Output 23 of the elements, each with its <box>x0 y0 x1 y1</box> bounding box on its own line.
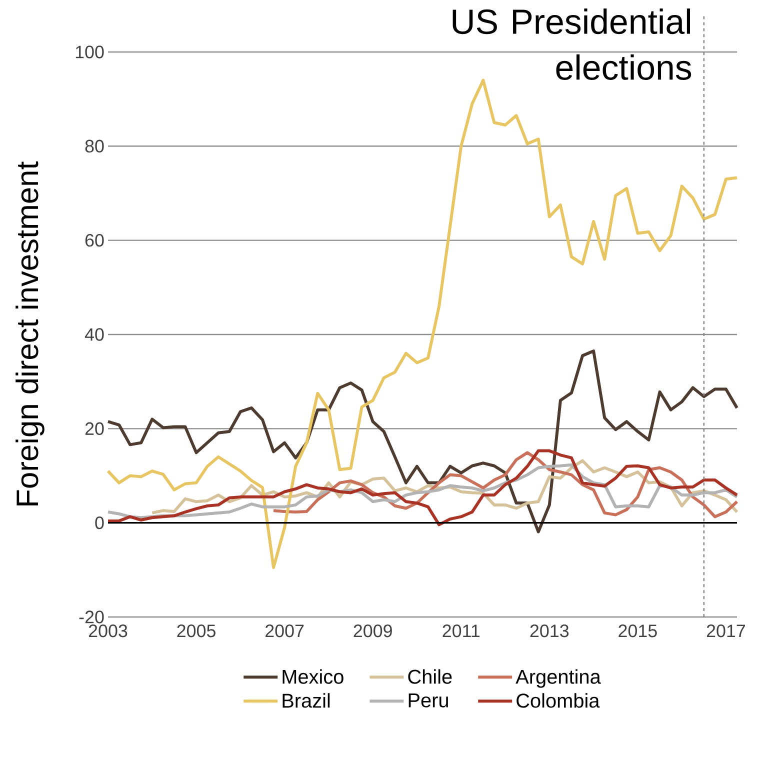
y-tick-label: 80 <box>85 140 104 153</box>
x-tick-label: 2003 <box>88 624 128 638</box>
legend-label: Colombia <box>516 693 600 708</box>
x-tick-label: 2009 <box>354 624 392 638</box>
legend-label: Mexico <box>282 669 344 684</box>
x-tick-label: 2007 <box>266 624 304 638</box>
x-tick-label: 2017 <box>706 624 746 638</box>
y-tick-label: 0 <box>95 516 104 530</box>
y-tick-label: 40 <box>84 328 104 341</box>
y-tick-label: -20 <box>79 610 104 624</box>
y-tick-label: 60 <box>85 234 104 247</box>
x-tick-label: 2015 <box>618 624 657 638</box>
ref-line-label: US Presidential elections <box>452 8 692 80</box>
legend-label: Chile <box>408 669 452 684</box>
legend-label: Brazil <box>282 693 330 708</box>
legend-label: Peru <box>408 694 448 708</box>
legend-label: Argentina <box>516 669 601 688</box>
y-axis-title: Foreign direct investment <box>16 161 44 506</box>
y-tick-label: 100 <box>76 46 104 58</box>
x-tick-label: 2013 <box>530 624 569 638</box>
y-tick-label: 20 <box>85 422 104 436</box>
x-tick-label: 2005 <box>177 624 216 638</box>
x-tick-label: 2011 <box>442 624 480 638</box>
